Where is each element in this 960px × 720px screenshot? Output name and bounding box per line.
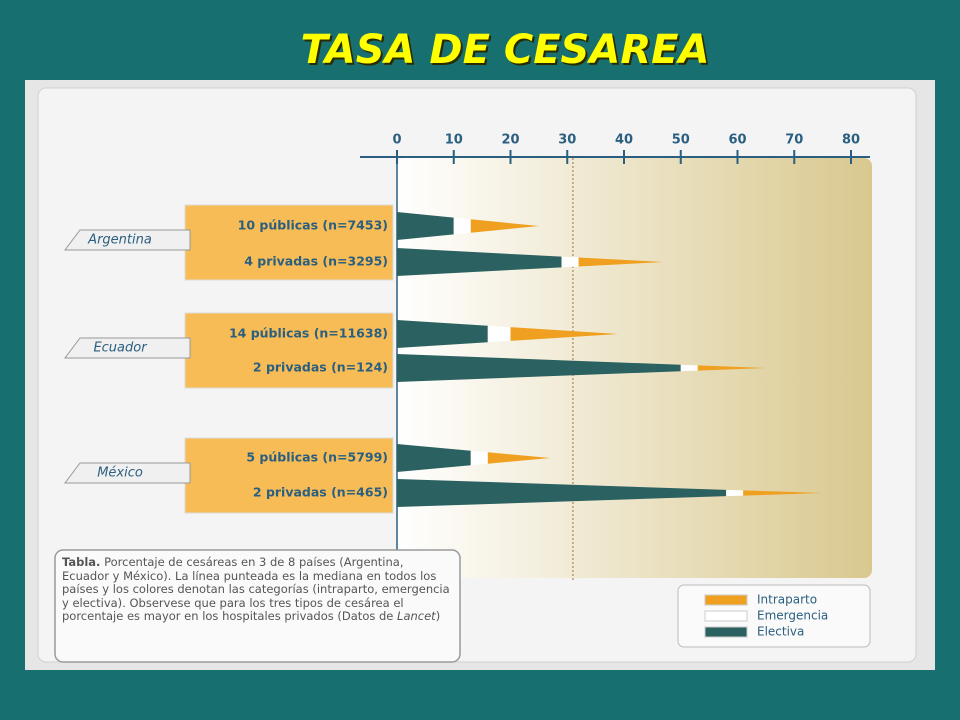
- row-label: 14 públicas (n=11638): [229, 326, 388, 341]
- country-label: México: [97, 466, 143, 481]
- bar-segment: [397, 212, 454, 240]
- group-box: [184, 204, 394, 281]
- x-tick-label: 20: [501, 133, 519, 148]
- country-tab: [64, 229, 191, 251]
- title-shadow: TASA DE CESAREA: [303, 29, 712, 75]
- caption: Tabla. Porcentaje de cesáreas en 3 de 8 …: [62, 555, 454, 624]
- x-tick-label: 0: [392, 133, 401, 148]
- x-tick-label: 30: [558, 133, 576, 148]
- row-label: 2 privadas (n=124): [253, 360, 388, 375]
- caption-box: [54, 549, 461, 663]
- row-label: 5 públicas (n=5799): [246, 450, 388, 465]
- legend-swatch: [704, 626, 748, 638]
- x-tick-label: 40: [615, 133, 633, 148]
- country-tab: [64, 337, 191, 359]
- bar-segment: [470, 450, 488, 466]
- row-label: 4 privadas (n=3295): [244, 254, 388, 269]
- bar-segment: [743, 490, 823, 496]
- legend-label: Intraparto: [757, 593, 817, 607]
- caption-bold: Tabla.: [62, 555, 101, 569]
- country-label: Ecuador: [93, 341, 148, 356]
- caption-end: ): [435, 609, 441, 624]
- bar-segment: [397, 354, 681, 382]
- x-tick-label: 80: [842, 133, 860, 148]
- x-tick-label: 50: [672, 133, 690, 148]
- caption-italic: Lancet: [397, 609, 436, 624]
- group-box: [184, 437, 394, 514]
- x-tick-label: 60: [728, 133, 746, 148]
- bar-segment: [697, 365, 766, 371]
- bar-segment: [561, 256, 579, 268]
- bar-segment: [453, 217, 471, 235]
- bar-segment: [397, 479, 727, 507]
- x-tick-label: 70: [785, 133, 803, 148]
- caption-text: Porcentaje de cesáreas en 3 de 8 países …: [62, 555, 450, 624]
- chart-title: TASA DE CESAREA: [301, 27, 710, 73]
- row-label: 2 privadas (n=465): [253, 485, 388, 500]
- x-tick-label: 10: [445, 133, 463, 148]
- bar-segment: [578, 257, 664, 267]
- bar-segment: [726, 489, 744, 497]
- legend-swatch: [704, 594, 748, 606]
- row-label: 10 públicas (n=7453): [238, 218, 388, 233]
- bar-segment: [487, 452, 551, 464]
- bar-segment: [510, 327, 619, 341]
- bar-segment: [397, 320, 488, 348]
- country-tab: [64, 462, 191, 484]
- bar-segment: [397, 248, 562, 276]
- group-box: [184, 312, 394, 389]
- legend-label: Emergencia: [757, 609, 828, 623]
- legend-label: Electiva: [757, 625, 804, 639]
- bar-segment: [680, 364, 698, 372]
- country-label: Argentina: [87, 233, 152, 248]
- bar-segment: [397, 444, 471, 472]
- bar-segment: [470, 219, 539, 233]
- bar-segment: [487, 325, 511, 343]
- legend-swatch: [704, 610, 748, 622]
